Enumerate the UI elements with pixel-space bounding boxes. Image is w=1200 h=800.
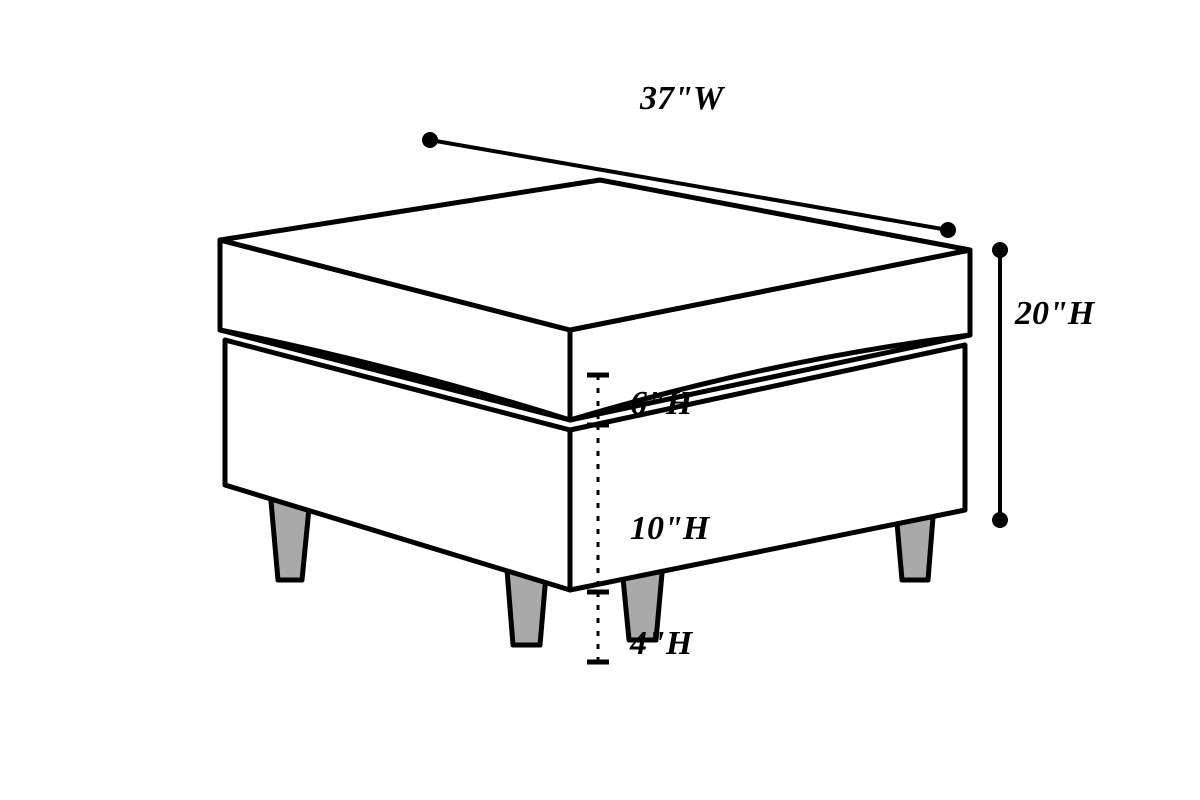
- ottoman-svg: [0, 0, 1200, 800]
- cushion-height-dimension-label: 6"H: [630, 385, 692, 423]
- diagram-canvas: 37"W 20"H 6"H 10"H 4"H: [0, 0, 1200, 800]
- total-height-dimension-label: 20"H: [1015, 295, 1094, 333]
- width-dimension-label: 37"W: [640, 80, 723, 118]
- body-height-dimension-label: 10"H: [630, 510, 709, 548]
- leg-height-dimension-label: 4"H: [630, 625, 692, 663]
